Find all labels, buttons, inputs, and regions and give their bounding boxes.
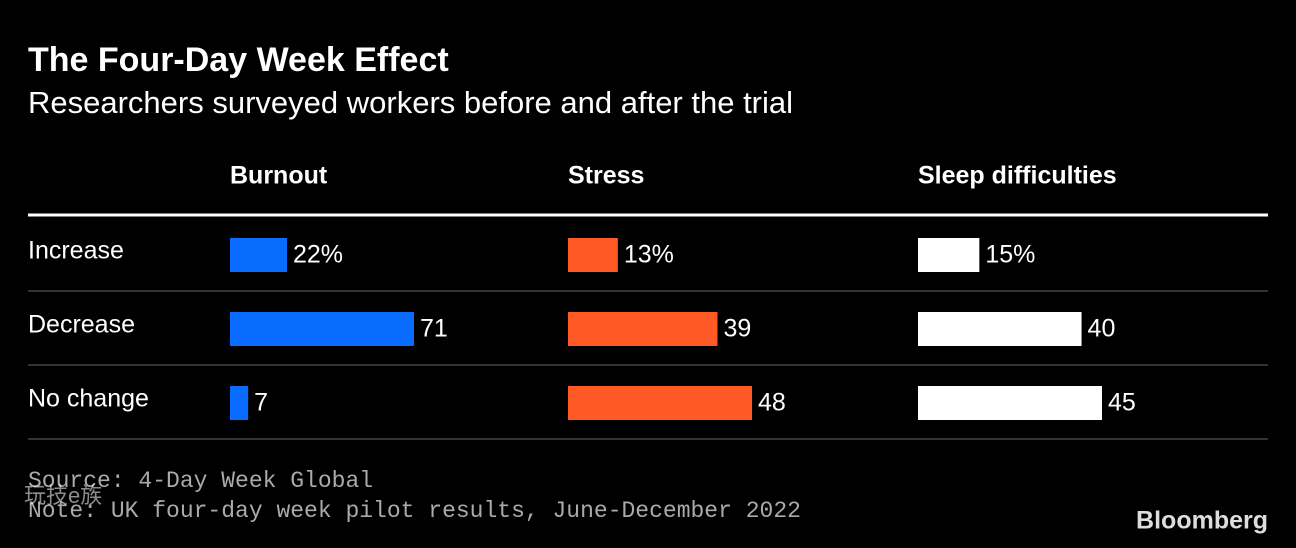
bar	[568, 386, 752, 420]
panel-title: Burnout	[230, 162, 328, 190]
bar	[918, 312, 1082, 346]
value-label: 22%	[293, 241, 343, 269]
bar	[230, 312, 414, 346]
bar	[568, 238, 618, 272]
bar	[918, 238, 980, 272]
bar	[230, 238, 288, 272]
bar	[568, 312, 718, 346]
row-label: Decrease	[28, 311, 135, 339]
value-label: 15%	[985, 241, 1035, 269]
row-label: No change	[28, 385, 149, 413]
chart-subtitle: Researchers surveyed workers before and …	[28, 85, 793, 120]
value-label: 48	[758, 389, 786, 417]
watermark: 玩技e族	[24, 483, 102, 508]
value-label: 71	[420, 315, 448, 343]
value-label: 45	[1108, 389, 1136, 417]
value-label: 13%	[624, 241, 674, 269]
chart-title: The Four-Day Week Effect	[28, 41, 449, 79]
footnote: Note: UK four-day week pilot results, Ju…	[28, 498, 801, 524]
logo: Bloomberg	[1136, 507, 1268, 535]
source-note: Source: 4-Day Week Global	[28, 468, 373, 494]
value-label: 7	[254, 389, 268, 417]
bar	[230, 386, 249, 420]
value-label: 39	[724, 315, 752, 343]
row-label: Increase	[28, 237, 124, 265]
bar	[918, 386, 1102, 420]
panel-title: Sleep difficulties	[918, 162, 1117, 190]
value-label: 40	[1088, 315, 1116, 343]
panel-title: Stress	[568, 162, 644, 190]
